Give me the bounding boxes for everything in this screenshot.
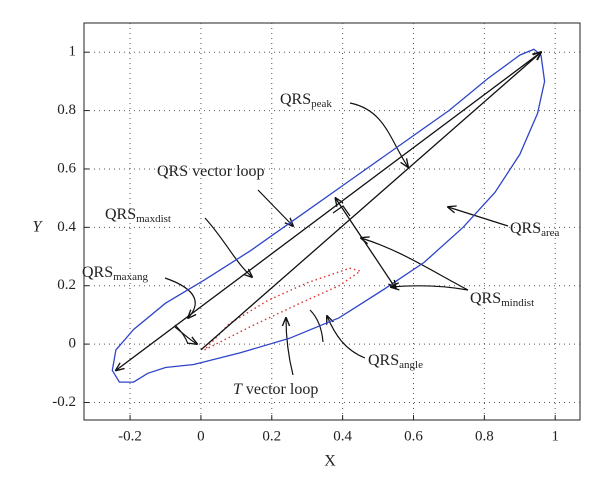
x-tick-label: 0.4 xyxy=(333,428,352,444)
x-tick-label: 0.6 xyxy=(404,428,423,444)
annotation-text: QRS xyxy=(280,91,311,108)
annotation-subscript: maxang xyxy=(113,271,148,283)
annotation-subscript: area xyxy=(541,227,559,239)
annotation: QRSpeak xyxy=(280,91,332,110)
annotation-subscript: maxdist xyxy=(136,213,171,225)
annotation: QRSarea xyxy=(510,220,560,239)
y-axis-label: Y xyxy=(33,219,44,236)
x-tick-label: 0.2 xyxy=(262,428,281,444)
annotation-text: QRS xyxy=(368,352,399,369)
vector xyxy=(116,52,541,370)
annotation-subscript: peak xyxy=(311,98,332,110)
y-tick-label: 0.4 xyxy=(57,219,76,235)
vector xyxy=(336,198,396,289)
annotation: QRSmaxdist xyxy=(105,206,171,225)
y-tick-label: 1 xyxy=(69,44,77,60)
annotation-text: QRS vector loop xyxy=(157,163,265,180)
x-axis-label: X xyxy=(324,453,336,470)
annotation: T vector loop xyxy=(233,381,318,398)
x-tick-label: 1 xyxy=(551,428,559,444)
x-tick-label: 0.8 xyxy=(475,428,494,444)
annotation-text: QRS xyxy=(82,264,113,281)
annotation-subscript: angle xyxy=(399,359,423,371)
y-tick-label: -0.2 xyxy=(52,394,76,410)
y-tick-label: 0 xyxy=(69,336,77,352)
x-tick-label: -0.2 xyxy=(118,428,142,444)
annotation: QRSmaxang xyxy=(82,264,148,283)
annotation-subscript: mindist xyxy=(501,297,534,309)
annotation-text: T vector loop xyxy=(233,381,318,398)
annotation-text: QRS xyxy=(510,220,541,237)
x-tick-label: 0 xyxy=(197,428,205,444)
annotation: QRSangle xyxy=(368,352,423,371)
annotation-text: QRS xyxy=(470,290,501,307)
annotation-text: QRS xyxy=(105,206,136,223)
y-tick-label: 0.6 xyxy=(57,160,76,176)
annotation: QRS vector loop xyxy=(157,163,265,180)
y-tick-label: 0.8 xyxy=(57,102,76,118)
y-tick-label: 0.2 xyxy=(57,277,76,293)
annotation: QRSmindist xyxy=(470,290,534,309)
